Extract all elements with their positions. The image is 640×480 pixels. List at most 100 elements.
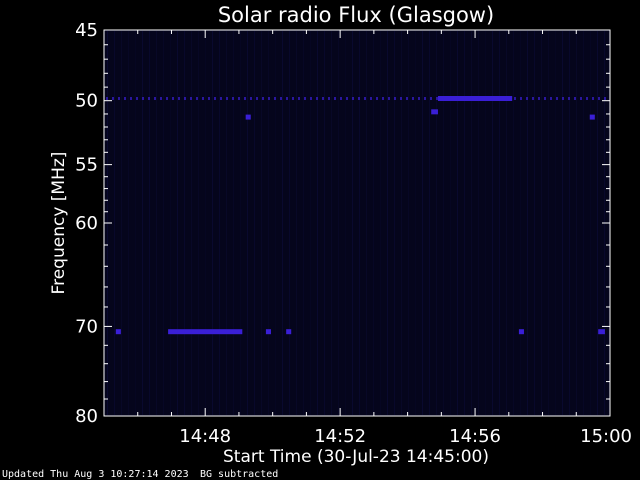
emission-dash: [304, 96, 306, 100]
background-streak: [268, 31, 269, 415]
emission-dash: [226, 96, 228, 100]
emission-segment: [286, 329, 292, 335]
emission-dash: [430, 96, 432, 100]
emission-segment: [265, 329, 271, 335]
background-streak: [436, 31, 437, 415]
emission-segment: [598, 329, 605, 335]
emission-dash: [232, 96, 234, 100]
emission-segment: [245, 114, 251, 120]
background-streak: [457, 31, 458, 415]
background-streak: [156, 31, 157, 415]
y-axis-ticks: 45 50 55 60 70 80: [75, 20, 610, 427]
emission-bands: [106, 95, 606, 335]
emission-dash: [250, 96, 252, 100]
emission-dash: [544, 96, 546, 100]
background-streak: [387, 31, 388, 415]
background-streak: [506, 31, 507, 415]
emission-dash: [550, 96, 552, 100]
y-tick-label: 55: [75, 155, 98, 176]
emission-dash: [406, 96, 408, 100]
emission-dash: [178, 96, 180, 100]
footer-bg-note: BG subtracted: [200, 469, 278, 480]
emission-dash: [280, 96, 282, 100]
x-tick-label: 14:48: [179, 426, 231, 447]
background-streak: [590, 31, 591, 415]
emission-dash: [574, 96, 576, 100]
emission-dash: [532, 96, 534, 100]
background-streak: [114, 31, 115, 415]
emission-dash: [310, 96, 312, 100]
emission-dash: [520, 96, 522, 100]
background-streak: [240, 31, 241, 415]
y-tick-label: 70: [75, 316, 98, 337]
background-streak: [555, 31, 556, 415]
background-streak: [401, 31, 402, 415]
emission-dash: [358, 96, 360, 100]
background-streak: [149, 31, 150, 415]
y-axis-label: Frequency [MHz]: [49, 152, 69, 295]
emission-dash: [568, 96, 570, 100]
emission-dash: [130, 96, 132, 100]
emission-segment: [168, 329, 243, 335]
x-tick-label: 15:00: [580, 426, 632, 447]
x-tick-label: 14:56: [449, 426, 501, 447]
emission-dash: [262, 96, 264, 100]
background-streak: [583, 31, 584, 415]
background-streak: [345, 31, 346, 415]
emission-dash: [604, 96, 606, 100]
background-streak: [576, 31, 577, 415]
emission-dash: [538, 96, 540, 100]
background-streak: [443, 31, 444, 415]
emission-dash: [382, 96, 384, 100]
background-streak: [128, 31, 129, 415]
emission-dash: [322, 96, 324, 100]
background-streak: [247, 31, 248, 415]
emission-dash: [154, 96, 156, 100]
background-streak: [184, 31, 185, 415]
emission-dash: [256, 96, 258, 100]
emission-dash: [214, 96, 216, 100]
background-streak: [282, 31, 283, 415]
background-streak: [450, 31, 451, 415]
background-streak: [198, 31, 199, 415]
background-streak: [338, 31, 339, 415]
background-streak: [569, 31, 570, 415]
background-streak: [317, 31, 318, 415]
emission-dash: [370, 96, 372, 100]
emission-dash: [286, 96, 288, 100]
y-tick-label: 50: [75, 91, 98, 112]
emission-dash: [202, 96, 204, 100]
emission-dash: [394, 96, 396, 100]
background-streak: [485, 31, 486, 415]
x-axis-ticks: 14:48 14:52 14:56 15:00: [103, 30, 632, 447]
emission-dash: [376, 96, 378, 100]
background-streak: [170, 31, 171, 415]
emission-dash: [136, 96, 138, 100]
background-streak: [429, 31, 430, 415]
background-streak: [541, 31, 542, 415]
background-streak: [366, 31, 367, 415]
emission-dash: [160, 96, 162, 100]
background-streak: [331, 31, 332, 415]
background-streak: [562, 31, 563, 415]
x-axis-label: Start Time (30-Jul-23 14:45:00): [223, 447, 489, 467]
x-tick-label: 14:52: [314, 426, 366, 447]
background-streak: [520, 31, 521, 415]
emission-dash: [172, 96, 174, 100]
emission-dash: [184, 96, 186, 100]
emission-segment: [431, 109, 438, 115]
background-streak: [275, 31, 276, 415]
background-streak: [205, 31, 206, 415]
background-streak: [226, 31, 227, 415]
emission-segment: [589, 114, 595, 120]
background-streak: [191, 31, 192, 415]
emission-dash: [274, 96, 276, 100]
emission-dash: [190, 96, 192, 100]
background-streak: [597, 31, 598, 415]
emission-dash: [220, 96, 222, 100]
emission-dash: [166, 96, 168, 100]
emission-dash: [268, 96, 270, 100]
background-streak: [499, 31, 500, 415]
emission-dash: [556, 96, 558, 100]
